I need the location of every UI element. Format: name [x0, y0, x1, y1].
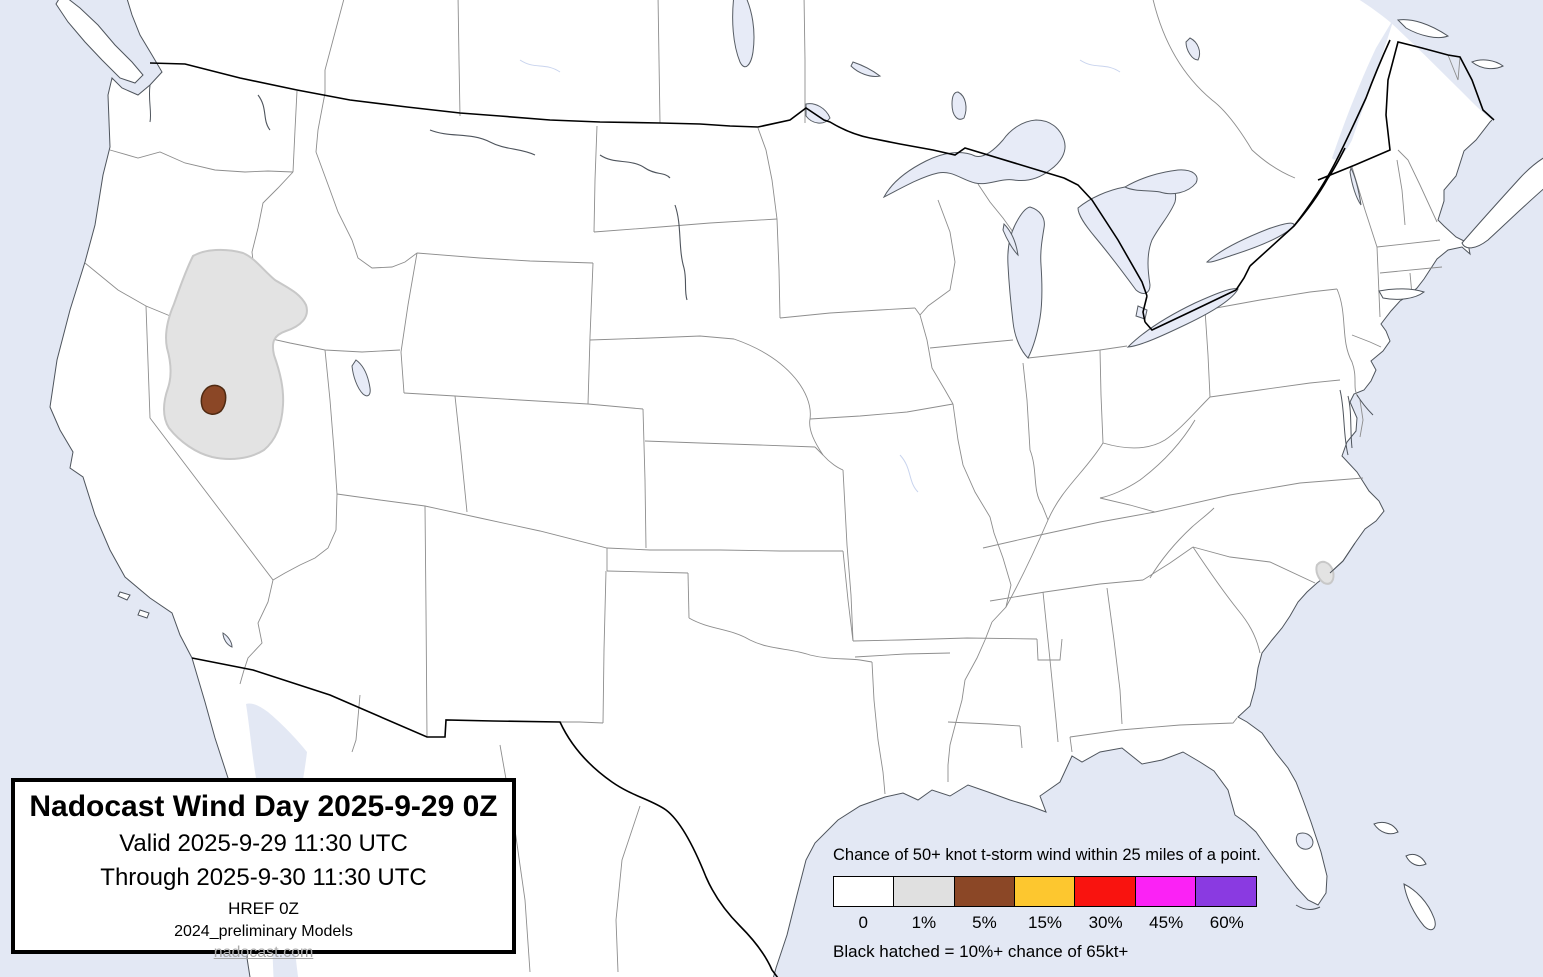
- border-ab-sk: [457, 0, 461, 117]
- legend-label-45: 45%: [1149, 913, 1184, 932]
- puget-sound: [148, 84, 152, 123]
- legend-swatch-1: [893, 876, 956, 907]
- through-time: Through 2025-9-30 11:30 UTC: [100, 864, 427, 891]
- chesapeake-bay: [1339, 389, 1353, 456]
- legend-color-bar: [833, 876, 1258, 907]
- legend-label-0: 0: [858, 913, 869, 932]
- nova-scotia: [1461, 157, 1543, 249]
- lake-nipigon: [951, 91, 967, 120]
- legend-label-15: 15%: [1028, 913, 1063, 932]
- legend-hatched-note: Black hatched = 10%+ chance of 65kt+: [833, 942, 1129, 961]
- border-us-mexico: [191, 657, 779, 977]
- title-box: Nadocast Wind Day 2025-9-29 0Z Valid 202…: [11, 778, 516, 961]
- prince-edward-island: [1471, 59, 1504, 70]
- channel-island-2: [137, 609, 150, 619]
- model-label: HREF 0Z: [228, 899, 299, 918]
- legend-label-1: 1%: [911, 913, 937, 932]
- legend-label-30: 30%: [1088, 913, 1123, 932]
- quebec-lake: [1185, 37, 1201, 61]
- probability-legend: Chance of 50+ knot t-storm wind within 2…: [833, 846, 1261, 962]
- legend-title: Chance of 50+ knot t-storm wind within 2…: [833, 846, 1261, 864]
- models-note: 2024_preliminary Models: [174, 923, 353, 940]
- lake-manitoba: [850, 61, 882, 77]
- international-borders: [149, 39, 1495, 977]
- border-us-canada-northeast: [1317, 41, 1495, 181]
- legend-labels: 0 1% 5% 15% 30% 45% 60%: [833, 913, 1257, 933]
- florida-keys: [1295, 904, 1321, 910]
- valid-time: Valid 2025-9-29 11:30 UTC: [119, 830, 408, 857]
- green-bay: [1002, 222, 1019, 257]
- anticosti-island: [1396, 19, 1450, 39]
- lake-erie: [1126, 288, 1239, 348]
- great-salt-lake: [351, 359, 371, 397]
- delaware-bay: [1356, 394, 1374, 416]
- long-island: [1378, 288, 1426, 300]
- salton-sea: [222, 632, 233, 648]
- contour-1pct-carolina: [1315, 560, 1335, 585]
- st-lawrence-river: [1293, 39, 1391, 227]
- lake-superior: [882, 119, 1066, 199]
- channel-island-1: [117, 591, 131, 601]
- map-title: Nadocast Wind Day 2025-9-29 0Z: [29, 790, 498, 823]
- georgian-bay: [1123, 169, 1198, 195]
- rivers: [257, 59, 1121, 493]
- legend-swatch-30: [1074, 876, 1137, 907]
- contour-5pct-nevada: [200, 384, 227, 415]
- carolina-coast-restroke: [1329, 542, 1356, 574]
- bahamas-1: [1373, 821, 1399, 835]
- legend-swatch-45: [1134, 876, 1197, 907]
- lake-winnipeg: [732, 0, 755, 68]
- border-on-qc: [1152, 0, 1296, 179]
- border-us-canada: [149, 62, 1346, 331]
- site-link[interactable]: nadocast.com: [213, 944, 314, 961]
- border-sk-mb: [657, 0, 661, 124]
- legend-swatch-5: [953, 876, 1016, 907]
- st-lawrence-estuary: [1332, 18, 1394, 160]
- bahamas-3: [1403, 883, 1436, 931]
- legend-swatch-60: [1195, 876, 1258, 907]
- border-mx-chihuahua-coahuila: [615, 805, 641, 973]
- border-mb-on: [803, 0, 806, 123]
- legend-swatch-0: [833, 876, 895, 907]
- border-mx-baja: [351, 694, 361, 753]
- gulf-of-st-lawrence: [1359, 0, 1543, 145]
- islands: [55, 0, 1543, 931]
- legend-label-5: 5%: [972, 913, 997, 932]
- lakes: [222, 0, 1362, 850]
- border-qc-nb: [1447, 54, 1461, 81]
- lake-champlain: [1349, 166, 1362, 206]
- lake-of-the-woods: [805, 103, 831, 124]
- lake-okeechobee: [1295, 832, 1314, 850]
- vancouver-island: [55, 0, 144, 84]
- legend-label-60: 60%: [1209, 913, 1244, 932]
- contour-1pct-nevada: [163, 248, 308, 460]
- border-bc-ab: [324, 0, 345, 93]
- legend-swatch-15: [1014, 876, 1076, 907]
- bahamas-2: [1405, 853, 1427, 867]
